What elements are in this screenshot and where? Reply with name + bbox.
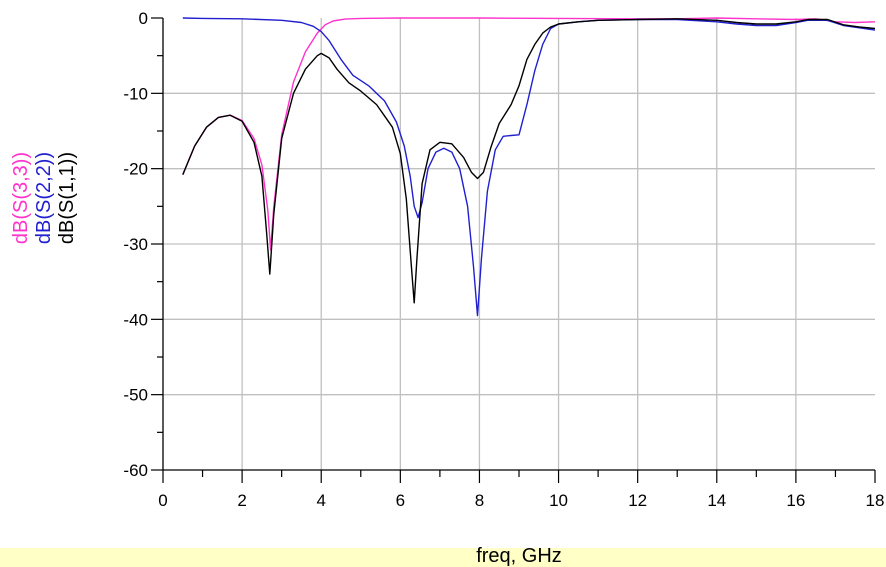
ticks	[151, 17, 876, 483]
x-tick-label: 0	[158, 491, 167, 510]
y-tick-label: -30	[123, 235, 148, 254]
x-tick-label: 8	[475, 491, 484, 510]
x-tick-label: 2	[237, 491, 246, 510]
series-lines	[182, 17, 876, 317]
x-tick-label: 18	[866, 491, 885, 510]
y-tick-label: -10	[123, 84, 148, 103]
x-tick-label: 4	[316, 491, 325, 510]
y-tick-label: 0	[139, 9, 148, 28]
x-tick-label: 6	[396, 491, 405, 510]
x-tick-label: 10	[549, 491, 568, 510]
series-line-3	[182, 18, 876, 304]
y-tick-label: -20	[123, 160, 148, 179]
x-tick-label: 16	[786, 491, 805, 510]
x-axis-title: freq, GHz	[476, 545, 562, 567]
y-tick-label: -50	[123, 386, 148, 405]
y-tick-label: -40	[123, 310, 148, 329]
tick-labels: 0 2 4 6 8 10 12 14 16 18 0 -10 -20 -30 -40 -50 -60	[123, 9, 884, 510]
legend-label-1: dB(S(3,3))	[10, 152, 32, 244]
legend: dB(S(3,3)) dB(S(2,2)) dB(S(1,1))	[10, 152, 78, 244]
x-tick-label: 14	[707, 491, 726, 510]
series-line-2	[182, 17, 876, 317]
series-line-1	[182, 17, 876, 251]
y-tick-label: -60	[123, 461, 148, 480]
legend-label-2: dB(S(2,2))	[33, 152, 55, 244]
x-tick-label: 12	[628, 491, 647, 510]
footer-strip	[0, 548, 886, 567]
legend-label-3: dB(S(1,1))	[56, 152, 78, 244]
grid	[163, 18, 875, 470]
